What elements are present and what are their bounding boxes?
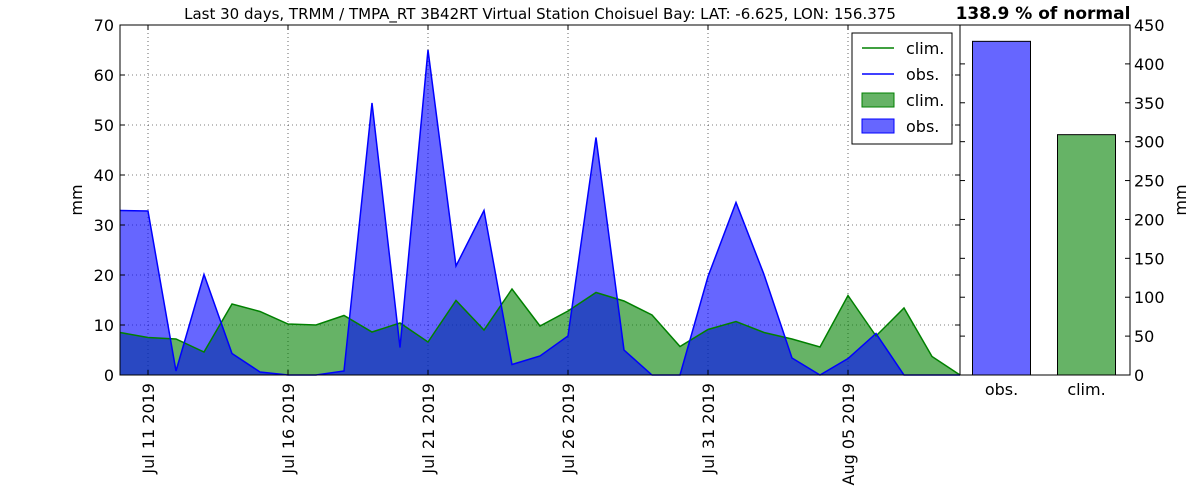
bar-y-tick-label: 450 <box>1134 16 1165 35</box>
x-tick-label: Jul 26 2019 <box>559 383 578 475</box>
y-tick-label: 10 <box>94 316 114 335</box>
total-bar-plot: obs. clim. 0 50 100 150 200 250 300 350 400 450 mm <box>959 16 1190 399</box>
legend-patch-swatch <box>861 92 895 108</box>
chart-title: Last 30 days, TRMM / TMPA_RT 3B42RT Virt… <box>184 5 896 24</box>
x-tick-label: Jul 31 2019 <box>699 383 718 475</box>
y-tick-label: 0 <box>104 366 114 385</box>
y-axis-label: mm <box>67 184 86 215</box>
legend: clim. obs. clim. obs. <box>851 32 953 145</box>
y-tick-label: 50 <box>94 116 114 135</box>
bar-y-tick-label: 250 <box>1134 172 1165 191</box>
legend-entry-label: obs. <box>906 117 939 136</box>
y-tick-label: 70 <box>94 16 114 35</box>
y-tick-label: 30 <box>94 216 114 235</box>
bar-clim <box>1057 134 1116 376</box>
y-tick-label: 60 <box>94 66 114 85</box>
bar-plot-frame <box>959 24 1131 376</box>
y-tick-label: 40 <box>94 166 114 185</box>
bar-category-label: obs. <box>985 380 1018 399</box>
legend-entry-label: obs. <box>906 65 939 84</box>
legend-patch-swatch <box>861 118 895 134</box>
bar-y-tick-label: 400 <box>1134 55 1165 74</box>
y-tick-label: 20 <box>94 266 114 285</box>
x-tick-label: Jul 16 2019 <box>279 383 298 475</box>
x-tick-label: Aug 05 2019 <box>839 383 858 486</box>
series-line-clim <box>119 287 961 376</box>
bar-y-tick-label: 350 <box>1134 94 1165 113</box>
legend-entry-label: clim. <box>906 39 944 58</box>
bar-category-label: clim. <box>1067 380 1105 399</box>
series-area-obs <box>120 50 960 375</box>
percent-of-normal-label: 138.9 % of normal <box>956 4 1131 24</box>
bar-y-tick-label: 50 <box>1134 327 1154 346</box>
bar-y-tick-label: 150 <box>1134 249 1165 268</box>
bar-y-tick-label: 300 <box>1134 133 1165 152</box>
bar-y-tick-label: 100 <box>1134 288 1165 307</box>
bar-obs <box>972 40 1031 376</box>
x-tick-label: Jul 21 2019 <box>419 383 438 475</box>
legend-entry-label: clim. <box>906 91 944 110</box>
x-tick-label: Jul 11 2019 <box>139 383 158 475</box>
bar-y-tick-label: 0 <box>1134 366 1144 385</box>
main-plot: 0 10 20 30 40 50 60 70 Jul 11 2019 Jul 16 2019 Jul… <box>67 16 961 486</box>
bar-y-tick-label: 200 <box>1134 210 1165 229</box>
bar-y-axis-label: mm <box>1171 184 1190 215</box>
